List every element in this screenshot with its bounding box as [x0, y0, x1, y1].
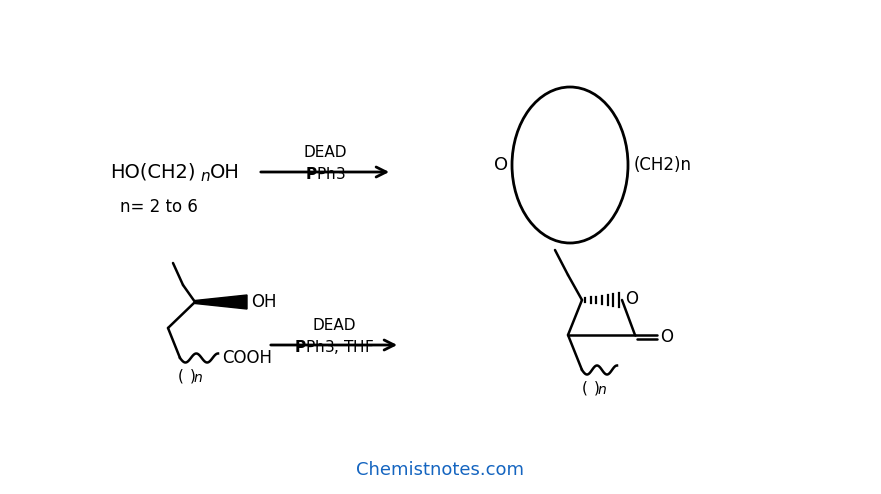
Text: n: n	[200, 168, 210, 183]
Text: DEAD: DEAD	[312, 318, 356, 332]
Text: OH: OH	[251, 293, 277, 311]
Text: n= 2 to 6: n= 2 to 6	[120, 198, 198, 216]
Text: O: O	[494, 156, 508, 174]
Text: COOH: COOH	[222, 349, 272, 367]
Text: OH: OH	[210, 163, 240, 181]
Text: HO(CH2): HO(CH2)	[110, 163, 196, 181]
Text: (CH2)n: (CH2)n	[634, 156, 692, 174]
Text: O: O	[625, 290, 638, 308]
Text: ): )	[190, 369, 196, 383]
Text: n: n	[597, 383, 606, 397]
Text: Chemistnotes.com: Chemistnotes.com	[356, 461, 524, 479]
Text: $\mathbf{P}$Ph3, THF: $\mathbf{P}$Ph3, THF	[294, 338, 374, 356]
Text: n: n	[194, 371, 203, 385]
Text: (: (	[178, 369, 184, 383]
Text: O: O	[660, 328, 673, 346]
Polygon shape	[195, 295, 247, 309]
Text: DEAD: DEAD	[303, 145, 347, 160]
Text: $\mathbf{P}$Ph3: $\mathbf{P}$Ph3	[305, 166, 345, 182]
Text: ): )	[594, 380, 600, 396]
Text: (: (	[582, 380, 588, 396]
